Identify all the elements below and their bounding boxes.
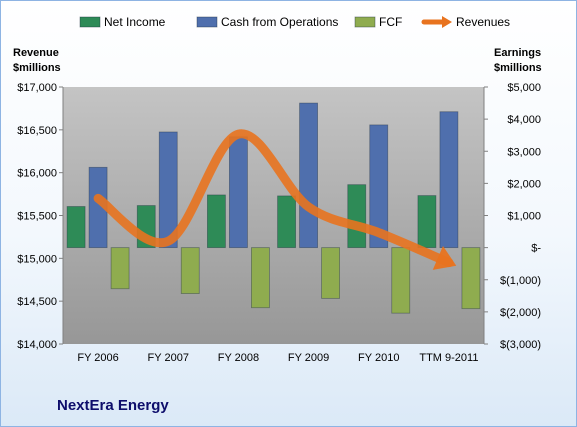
bar-cash-from-operations [439,111,459,249]
bar-fcf [251,247,270,309]
bar-fcf [391,247,411,314]
line-revenues-arrowhead [432,245,457,270]
left-axis-tick-label: $17,000 [17,82,57,94]
bar-fcf [180,247,200,294]
x-axis-tick-label: FY 2008 [218,352,259,364]
x-axis-tick-label: TTM 9-2011 [419,352,478,364]
plot-area [63,87,484,344]
right-axis-title-line2: $millions [494,62,542,74]
legend-swatch-fcf [354,16,376,28]
legend-swatch-revenues-arrowhead [442,16,452,28]
legend-label-cash-from-operations: Cash from Operations [221,15,338,29]
revenue-line-layer [93,129,457,270]
bar-net-income [66,206,86,249]
right-axis-title-line1: Earnings [494,47,541,59]
right-axis-tick-label: $4,000 [507,114,541,126]
right-axis-tick-label: $(3,000) [500,339,541,351]
right-axis-tick-label: $(1,000) [500,275,541,287]
left-axis-tick-label: $16,500 [17,125,57,137]
chart-title: NextEra Energy [57,397,169,414]
bar-cash-from-operations [229,136,248,249]
bar-net-income [277,195,296,249]
x-axis-ticks: FY 2006 FY 2007 FY 2008 FY 2009 FY 2010 TTM 9… [77,352,478,364]
legend-label-net-income: Net Income [104,15,166,29]
legend-swatch-cash-from-operations [196,16,218,28]
bar-cash-from-operations [369,124,389,249]
left-axis-title-line1: Revenue [13,47,59,59]
bar-net-income [347,184,367,249]
right-axis-tick-label: $3,000 [507,146,541,158]
x-axis-tick-label: FY 2010 [358,352,399,364]
x-axis-tick-label: FY 2006 [77,352,118,364]
left-axis-tick-label: $16,000 [17,168,57,180]
left-axis-tick-label: $15,000 [17,253,57,265]
right-axis-tick-label: $(2,000) [500,307,541,319]
legend: Net Income Cash from Operations FCF Revenue… [79,15,510,29]
bar-fcf [461,247,481,310]
right-axis-tick-label: $5,000 [507,82,541,94]
right-axis-tick-label: $1,000 [507,211,541,223]
bar-fcf [110,247,130,290]
legend-label-fcf: FCF [379,15,402,29]
right-axis-tick-label: $- [531,243,541,255]
left-axis-title-line2: $millions [13,62,61,74]
legend-label-revenues: Revenues [456,15,510,29]
x-axis-tick-label: FY 2009 [288,352,329,364]
right-axis-tick-label: $2,000 [507,178,541,190]
left-axis-tick-label: $14,000 [17,339,57,351]
right-axis-ticks: $(3,000) $(2,000) $(1,000) $- $1,000 $2,000 $3… [483,82,541,351]
x-axis-tick-label: FY 2007 [148,352,189,364]
bar-cash-from-operations [158,131,178,249]
line-revenues [93,129,454,268]
bar-cash-from-operations [299,102,318,249]
left-axis-tick-label: $15,500 [17,211,57,223]
bar-net-income [417,195,437,249]
left-axis-tick-label: $14,500 [17,296,57,308]
bar-net-income [207,194,226,249]
left-axis-ticks: $14,000 $14,500 $15,000 $15,500 $16,000 $16,5… [17,82,64,351]
bar-fcf [321,247,340,299]
legend-swatch-net-income [79,16,101,28]
